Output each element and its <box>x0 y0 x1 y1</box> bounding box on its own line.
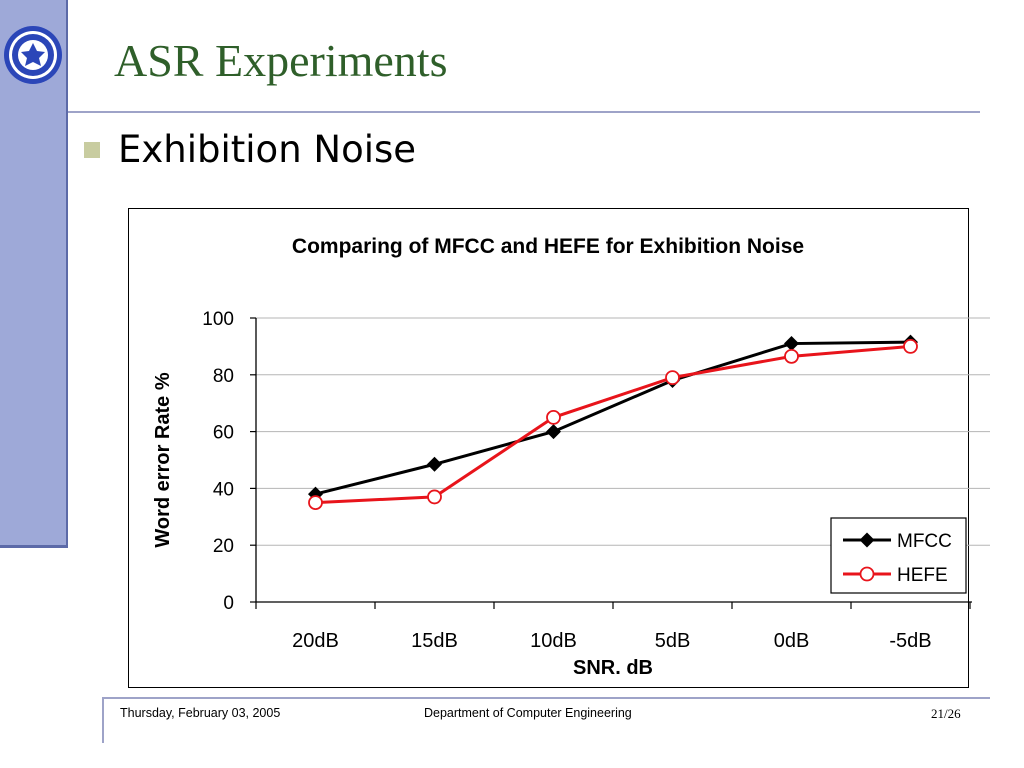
y-tick-label: 100 <box>202 309 234 330</box>
hefe-point <box>308 495 323 511</box>
hefe-point <box>546 409 561 425</box>
mfcc-point <box>546 424 561 440</box>
hefe-point <box>784 348 799 364</box>
footer-date: Thursday, February 03, 2005 <box>120 706 281 720</box>
y-tick-label: 40 <box>213 479 234 500</box>
hefe-point <box>665 370 680 386</box>
legend-box <box>830 517 967 594</box>
x-tick-label: 0dB <box>774 630 810 652</box>
legend-hefe-marker <box>859 566 875 582</box>
chart-frame <box>128 208 969 688</box>
mfcc-point <box>784 336 799 352</box>
footer-divider-vertical <box>102 697 104 743</box>
mfcc-point <box>427 456 442 472</box>
mfcc-line <box>315 340 911 496</box>
y-axis-label: Word error Rate % <box>152 372 174 547</box>
bullet-text: Exhibition Noise <box>118 128 417 171</box>
footer-department: Department of Computer Engineering <box>424 706 632 720</box>
bullet-square-icon <box>84 142 100 158</box>
x-axis-label: SNR. dB <box>573 657 653 679</box>
y-tick-label: 80 <box>213 366 234 387</box>
slide-title: ASR Experiments <box>114 35 448 86</box>
hefe-line <box>315 344 911 505</box>
y-tick-label: 20 <box>213 536 234 557</box>
footer-divider <box>104 697 990 699</box>
hefe-point <box>427 489 442 505</box>
x-tick-label: 5dB <box>655 630 691 652</box>
sidebar-band <box>0 0 68 548</box>
legend-hefe-label: HEFE <box>897 565 948 586</box>
footer-page-number: 21/26 <box>931 706 961 721</box>
title-divider <box>68 111 980 113</box>
chart-title: Comparing of MFCC and HEFE for Exhibitio… <box>292 235 804 258</box>
x-tick-label: 20dB <box>292 630 339 652</box>
y-tick-label: 60 <box>213 423 234 444</box>
y-tick-label: 0 <box>223 593 234 614</box>
legend-mfcc-marker <box>859 532 875 548</box>
legend-mfcc-label: MFCC <box>897 531 952 552</box>
x-tick-label: 15dB <box>411 630 458 652</box>
x-tick-label: 10dB <box>530 630 577 652</box>
university-logo-icon <box>4 26 62 84</box>
line-chart: Comparing of MFCC and HEFE for Exhibitio… <box>152 235 990 679</box>
x-tick-label: -5dB <box>889 630 931 652</box>
hefe-point <box>903 338 918 354</box>
